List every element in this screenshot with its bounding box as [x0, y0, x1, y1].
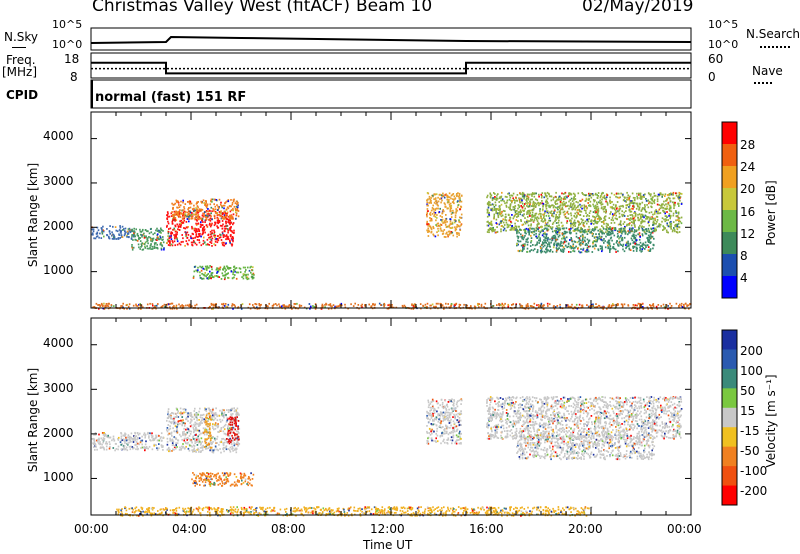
- power-colorbar-segment: [722, 188, 737, 211]
- power-echo-region-6: [486, 191, 683, 234]
- velocity-colorbar-segment: [722, 388, 737, 409]
- noise-tick-high-right: 10^5: [708, 18, 739, 31]
- freq-panel-frame: [90, 52, 692, 79]
- freq-line: [91, 61, 691, 75]
- power-echo-region-4: [192, 265, 255, 281]
- power-cbar-tick-16: 16: [740, 205, 756, 219]
- velocity-echo-region-7: [516, 434, 656, 461]
- nsearch-line-legend: [760, 46, 790, 48]
- velocity-cbar-tick-100: 100: [740, 364, 763, 378]
- power-colorbar-segment: [722, 144, 737, 167]
- power-cbar-tick-4: 4: [740, 271, 748, 285]
- velocity-cbar-tick-m15: -15: [740, 424, 760, 438]
- panel-power-bg: [91, 112, 691, 308]
- velocity-ytick-1000: 1000: [43, 470, 74, 484]
- velocity-colorbar-segment: [722, 349, 737, 370]
- power-colorbar-segment: [722, 210, 737, 233]
- velocity-colorbar-segment: [722, 407, 737, 428]
- freq-tick-low: 8: [70, 70, 78, 84]
- xtick-1: 04:00: [172, 522, 207, 536]
- velocity-ytick-4000: 4000: [43, 336, 74, 350]
- power-cbar-tick-8: 8: [740, 249, 748, 263]
- freq-tick-high: 18: [64, 52, 80, 66]
- power-colorbar-frame: [721, 121, 738, 299]
- power-echo-region-3: [171, 198, 240, 221]
- freq-unit: [MHz]: [2, 65, 38, 79]
- power-colorbar-segment: [722, 276, 737, 299]
- velocity-colorbar-segment: [722, 330, 737, 350]
- noise-tick-low-right: 10^0: [708, 38, 739, 51]
- xtick-6: 00:00: [667, 522, 702, 536]
- nsky-line-legend: [12, 47, 26, 48]
- velocity-echo-region-4: [191, 472, 255, 487]
- noise-tick-low-left: 10^0: [52, 38, 83, 51]
- power-colorbar-segment: [722, 166, 737, 189]
- power-ytick-2000: 2000: [43, 219, 74, 233]
- power-echo-region-1: [131, 227, 165, 251]
- power-ytick-1000: 1000: [43, 263, 74, 277]
- velocity-cbar-tick-15: 15: [740, 404, 756, 418]
- power-colorbar-segment: [722, 254, 737, 277]
- velocity-cbar-tick-m100: -100: [740, 464, 768, 478]
- velocity-colorbar-segment: [722, 466, 737, 487]
- beam-label: Beam 10: [356, 0, 433, 16]
- velocity-cbar-tick-m200: -200: [740, 484, 768, 498]
- velocity-colorbar-segment: [722, 368, 737, 389]
- velocity-cbar-tick-200: 200: [740, 344, 763, 358]
- power-cbar-tick-24: 24: [740, 160, 756, 174]
- xtick-2: 08:00: [271, 522, 306, 536]
- cpid-label: CPID: [6, 88, 39, 102]
- velocity-ytick-2000: 2000: [43, 426, 74, 440]
- nave-line-legend: [754, 82, 772, 84]
- power-echo-region-7: [516, 227, 655, 254]
- nsky-label: N.Sky: [4, 30, 39, 44]
- power-ytick-3000: 3000: [43, 174, 74, 188]
- xtick-3: 12:00: [370, 522, 405, 536]
- velocity-echo-region-6: [486, 396, 683, 441]
- velocity-cbar-tick-50: 50: [740, 384, 756, 398]
- station-title: Christmas Valley West (fitACF): [92, 0, 351, 16]
- cpid-value: normal (fast) 151 RF: [95, 90, 247, 105]
- power-ytick-4000: 4000: [43, 129, 74, 143]
- power-cbar-tick-20: 20: [740, 182, 756, 196]
- nsearch-label: N.Search: [746, 27, 800, 41]
- xtick-4: 16:00: [469, 522, 504, 536]
- velocity-colorbar-segment: [722, 485, 737, 506]
- power-colorbar-segment: [722, 232, 737, 255]
- xtick-5: 20:00: [568, 522, 603, 536]
- power-colorbar-segment: [722, 122, 737, 145]
- velocity-cbar-tick-m50: -50: [740, 444, 760, 458]
- velocity-echo-region-2: [203, 412, 213, 449]
- velocity-ytick-3000: 3000: [43, 381, 74, 395]
- xtick-0: 00:00: [74, 522, 109, 536]
- nave-tick-high: 60: [708, 52, 724, 66]
- noise-tick-high-left: 10^5: [52, 18, 83, 31]
- nave-tick-low: 0: [708, 70, 716, 84]
- velocity-colorbar-segment: [722, 446, 737, 467]
- date-label: 02/May/2019: [582, 0, 694, 16]
- xlabel: Time UT: [363, 538, 413, 552]
- power-cbar-tick-12: 12: [740, 227, 756, 241]
- velocity-echo-region-5: [426, 398, 463, 445]
- velocity-colorbar-frame: [721, 329, 738, 506]
- cpid-panel-frame: [90, 79, 692, 109]
- noise-panel-frame: [90, 27, 692, 51]
- nave-label: Nave: [752, 64, 783, 78]
- velocity-echo-region-0: [91, 431, 165, 452]
- velocity-colorbar-segment: [722, 427, 737, 448]
- freq-label: Freq.: [6, 53, 36, 67]
- power-cbar-tick-28: 28: [740, 138, 756, 152]
- nsky-line: [90, 35, 692, 44]
- power-echo-region-5: [426, 192, 463, 238]
- velocity-echo-region-3: [226, 416, 240, 445]
